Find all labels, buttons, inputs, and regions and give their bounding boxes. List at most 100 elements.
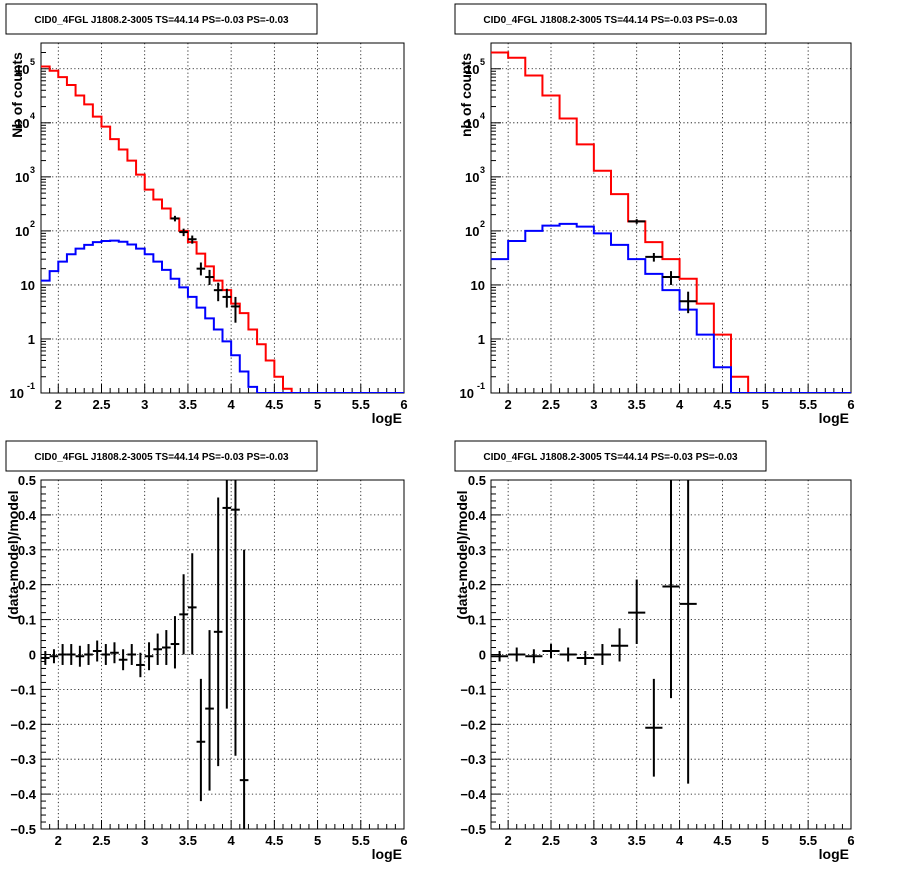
data-point (645, 678, 663, 777)
data-point (239, 549, 249, 829)
y-tick-exponent: 5 (30, 57, 35, 67)
plot-area (491, 480, 697, 784)
x-tick-label: 6 (847, 833, 854, 848)
x-tick-label: 2 (505, 397, 512, 412)
x-tick-label: 3 (590, 397, 597, 412)
y-tick-exponent: 3 (30, 165, 35, 175)
y-tick-exponent: 2 (480, 219, 485, 229)
y-tick-label: 0.2 (468, 578, 486, 593)
x-tick-label: 4 (228, 397, 236, 412)
x-tick-label: 5 (314, 397, 321, 412)
y-tick-label: 210 (15, 219, 35, 239)
y-tick-mantissa: 1 (28, 332, 35, 347)
model-histogram-line (41, 65, 404, 393)
x-tick-label: 4.5 (713, 397, 731, 412)
y-tick-mantissa: 10 (10, 386, 24, 401)
counts-chart-right: CID0_4FGL J1808.2-3005 TS=44.14 PS=-0.03… (454, 3, 855, 426)
x-tick-label: 5 (762, 397, 769, 412)
y-tick-label: 210 (465, 219, 485, 239)
x-tick-label: 5.5 (352, 833, 370, 848)
x-tick-label: 3.5 (179, 833, 197, 848)
grid-lines (41, 480, 404, 829)
x-tick-label: 2 (55, 833, 62, 848)
data-point (187, 553, 197, 655)
y-tick-mantissa: 10 (471, 278, 485, 293)
y-tick-label: 310 (15, 165, 35, 185)
y-tick-label: 0.2 (18, 578, 36, 593)
data-point (205, 630, 214, 791)
y-tick-label: 0.5 (18, 473, 36, 488)
x-tick-label: 5.5 (799, 833, 817, 848)
y-tick-mantissa: 10 (465, 224, 479, 239)
x-tick-label: 3.5 (179, 397, 197, 412)
data-point (196, 678, 206, 802)
y-tick-label: 10 (471, 278, 485, 293)
y-tick-exponent: 4 (30, 111, 35, 121)
data-point (110, 642, 119, 664)
x-tick-label: 6 (400, 833, 407, 848)
y-tick-label: −0.5 (460, 822, 486, 837)
residual-panel-right: CID0_4FGL J1808.2-3005 TS=44.14 PS=-0.03… (449, 437, 898, 875)
counts-panel-right: CID0_4FGL J1808.2-3005 TS=44.14 PS=-0.03… (449, 0, 898, 437)
y-tick-label: −0.4 (460, 787, 486, 802)
y-tick-exponent: 4 (480, 111, 485, 121)
data-point (222, 288, 232, 308)
source-histogram-line (491, 222, 851, 393)
title-box (454, 440, 767, 472)
y-tick-label: 510 (15, 57, 35, 77)
y-tick-label: 0 (29, 648, 36, 663)
data-point (662, 271, 680, 285)
y-axis: −0.5 −0.4 −0.3 −0.2 −0.1 0 0.1 0.2 0.3 0.4 0.5 (460, 473, 501, 837)
data-point (628, 219, 646, 224)
y-tick-label: 1 (28, 332, 35, 347)
y-tick-mantissa: 10 (15, 116, 29, 131)
data-point (170, 215, 180, 222)
y-tick-exponent: -1 (477, 381, 485, 391)
data-point (162, 630, 171, 665)
x-tick-label: 4.5 (713, 833, 731, 848)
x-axis: 2 2.5 3 3.5 4 4.5 5 5.5 6 (40, 820, 408, 848)
title-box (5, 3, 318, 35)
model-histogram-line (491, 51, 851, 393)
data-point (84, 644, 93, 665)
data-point (231, 296, 240, 323)
y-tick-exponent: 2 (30, 219, 35, 229)
chart-title: CID0_4FGL J1808.2-3005 TS=44.14 PS=-0.03… (34, 15, 289, 26)
y-tick-exponent: 3 (480, 165, 485, 175)
x-tick-label: 5.5 (799, 397, 817, 412)
x-tick-label: 3.5 (628, 397, 646, 412)
data-point (525, 649, 543, 664)
data-point (92, 640, 102, 662)
data-point (593, 644, 611, 665)
data-point (542, 644, 560, 658)
y-tick-label: 0.1 (468, 613, 486, 628)
x-tick-label: 6 (847, 397, 854, 412)
data-point (213, 282, 223, 302)
x-tick-label: 6 (400, 397, 407, 412)
y-tick-exponent: -1 (27, 381, 35, 391)
residual-panel-left: CID0_4FGL J1808.2-3005 TS=44.14 PS=-0.03… (0, 437, 449, 875)
y-tick-label: −0.4 (10, 787, 36, 802)
x-axis: 2 2.5 3 3.5 4 4.5 5 5.5 6 (490, 820, 855, 848)
data-point (491, 651, 509, 662)
y-tick-label: 410 (465, 111, 485, 131)
data-point (611, 628, 629, 662)
y-tick-label: -110 (460, 381, 485, 401)
x-tick-label: 2.5 (92, 833, 110, 848)
x-tick-label: 3 (141, 833, 148, 848)
y-tick-label: 0.1 (18, 613, 36, 628)
y-tick-label: −0.2 (10, 717, 36, 732)
x-axis-label: logE (372, 846, 402, 862)
data-point (559, 647, 577, 662)
x-axis-label: logE (819, 846, 849, 862)
data-point (679, 480, 697, 784)
data-point (101, 644, 111, 665)
y-tick-label: 0.5 (468, 473, 486, 488)
data-point (179, 574, 188, 655)
data-point (179, 228, 188, 237)
y-tick-label: 0 (479, 648, 486, 663)
x-tick-label: 4 (676, 833, 684, 848)
data-point (222, 480, 232, 709)
